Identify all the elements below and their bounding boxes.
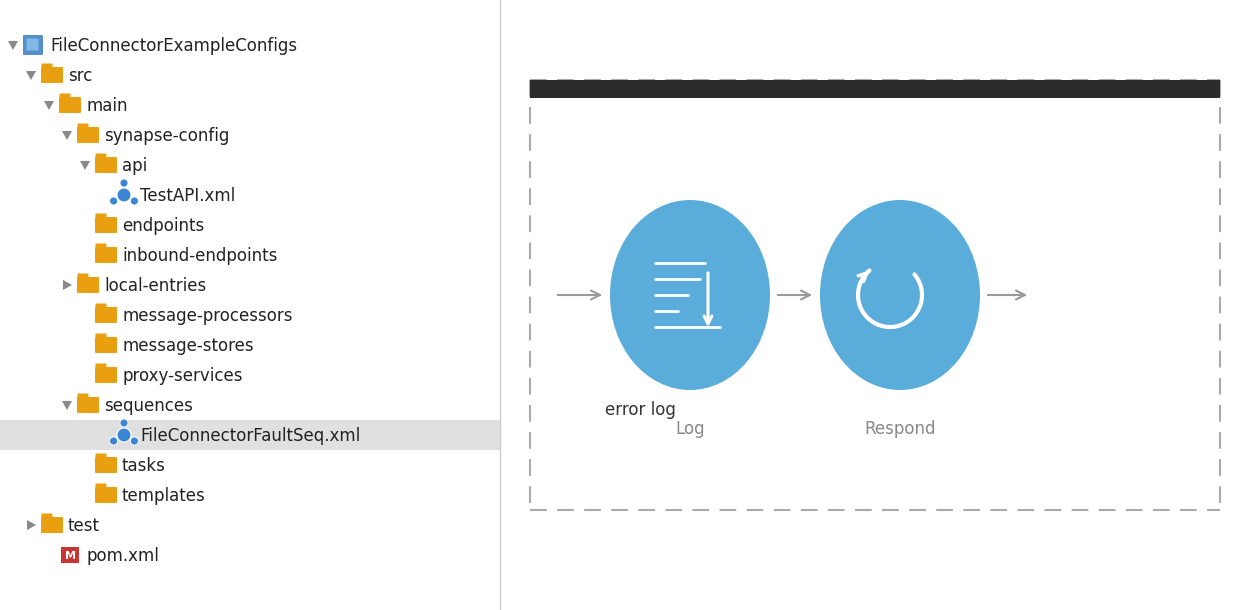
FancyBboxPatch shape [77, 277, 99, 293]
FancyBboxPatch shape [95, 157, 117, 173]
Circle shape [117, 188, 131, 202]
FancyBboxPatch shape [23, 35, 43, 55]
Polygon shape [62, 131, 72, 140]
FancyBboxPatch shape [95, 337, 117, 353]
FancyBboxPatch shape [41, 67, 63, 83]
FancyBboxPatch shape [41, 517, 63, 533]
Text: error log: error log [605, 401, 676, 419]
Text: FileConnectorFaultSeq.xml: FileConnectorFaultSeq.xml [139, 427, 360, 445]
FancyBboxPatch shape [95, 457, 117, 473]
FancyBboxPatch shape [95, 304, 107, 310]
FancyBboxPatch shape [95, 307, 117, 323]
Text: api: api [122, 157, 147, 175]
Text: M: M [64, 551, 75, 561]
Text: inbound-endpoints: inbound-endpoints [122, 247, 278, 265]
FancyBboxPatch shape [26, 38, 39, 51]
FancyBboxPatch shape [95, 247, 117, 263]
Text: local-entries: local-entries [104, 277, 206, 295]
Polygon shape [44, 101, 54, 110]
Circle shape [131, 197, 138, 205]
Bar [0, 420, 500, 450]
Ellipse shape [820, 200, 980, 390]
FancyBboxPatch shape [59, 97, 80, 113]
FancyBboxPatch shape [59, 93, 70, 101]
Circle shape [121, 179, 128, 187]
Text: endpoints: endpoints [122, 217, 205, 235]
Text: synapse-config: synapse-config [104, 127, 230, 145]
Polygon shape [62, 401, 72, 410]
FancyBboxPatch shape [95, 154, 107, 160]
Bar [530, 80, 1220, 510]
Text: message-processors: message-processors [122, 307, 293, 325]
FancyBboxPatch shape [95, 484, 107, 490]
FancyBboxPatch shape [95, 487, 117, 503]
FancyBboxPatch shape [77, 397, 99, 413]
FancyBboxPatch shape [77, 127, 99, 143]
FancyBboxPatch shape [95, 453, 107, 461]
Polygon shape [8, 41, 18, 50]
Polygon shape [63, 280, 72, 290]
Text: sequences: sequences [104, 397, 193, 415]
FancyBboxPatch shape [95, 364, 107, 370]
FancyBboxPatch shape [95, 243, 107, 251]
Text: src: src [68, 67, 93, 85]
Bar [530, 80, 1220, 98]
Ellipse shape [610, 200, 770, 390]
Text: test: test [68, 517, 100, 535]
FancyBboxPatch shape [78, 273, 88, 281]
FancyBboxPatch shape [78, 393, 88, 401]
Text: templates: templates [122, 487, 206, 505]
Text: pom.xml: pom.xml [85, 547, 158, 565]
Text: Respond: Respond [864, 420, 936, 438]
Text: proxy-services: proxy-services [122, 367, 242, 385]
Polygon shape [26, 71, 36, 80]
Text: TestAPI.xml: TestAPI.xml [139, 187, 235, 205]
FancyBboxPatch shape [95, 334, 107, 340]
FancyBboxPatch shape [95, 367, 117, 383]
Text: Log: Log [676, 420, 705, 438]
Text: message-stores: message-stores [122, 337, 254, 355]
Text: FileConnectorExampleConfigs: FileConnectorExampleConfigs [50, 37, 298, 55]
Text: main: main [85, 97, 128, 115]
FancyBboxPatch shape [78, 123, 88, 131]
Bar [62, 547, 79, 563]
FancyBboxPatch shape [95, 214, 107, 220]
Text: tasks: tasks [122, 457, 166, 475]
Polygon shape [26, 520, 36, 530]
Circle shape [109, 197, 118, 205]
Circle shape [121, 419, 128, 427]
FancyBboxPatch shape [95, 217, 117, 233]
FancyBboxPatch shape [41, 514, 53, 520]
Polygon shape [80, 161, 90, 170]
Circle shape [131, 437, 138, 445]
Circle shape [117, 428, 131, 442]
Circle shape [109, 437, 118, 445]
FancyBboxPatch shape [41, 63, 53, 71]
